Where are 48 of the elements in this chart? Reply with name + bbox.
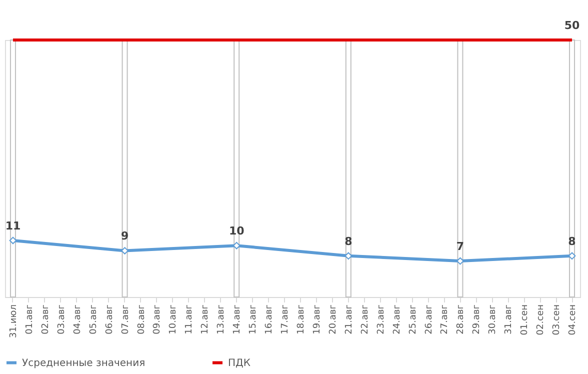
data-label: 50 (564, 19, 580, 32)
data-label: 11 (5, 219, 21, 232)
x-tick-label: 26.авг (424, 304, 434, 334)
x-tick-label: 18.авг (296, 304, 306, 334)
x-tick-label: 20.авг (328, 304, 338, 334)
data-label: 7 (456, 240, 464, 254)
x-tick-label: 21.авг (344, 304, 354, 334)
x-tick-label: 15.авг (248, 304, 259, 334)
x-tick-label: 25.авг (408, 304, 418, 334)
x-tick-label: 13.авг (216, 304, 227, 334)
x-tick-label: 14.авг (232, 304, 243, 334)
x-tick-label: 28.авг (456, 304, 466, 334)
x-tick-label: 01.авг (24, 304, 35, 334)
x-tick-label: 02.сен (536, 304, 546, 336)
x-tick-label: 31.авг (504, 304, 514, 334)
data-label: 8 (344, 234, 352, 248)
x-tick-label: 29.авг (472, 304, 482, 334)
x-tick-label: 06.авг (104, 304, 115, 334)
data-label: 10 (228, 224, 245, 238)
x-tick-label: 24.авг (392, 304, 402, 334)
x-tick-label: 10.авг (168, 304, 179, 334)
data-label: 8 (568, 234, 576, 248)
x-tick-label: 03.авг (56, 304, 67, 334)
x-tick-label: 09.авг (152, 304, 163, 334)
legend-label: ПДК (228, 358, 250, 369)
x-tick-label: 16.авг (264, 304, 275, 334)
x-tick-label: 11.авг (184, 304, 195, 334)
x-tick-label: 27.авг (440, 304, 450, 334)
x-tick-label: 07.авг (120, 304, 131, 334)
x-tick-label: 08.авг (136, 304, 147, 334)
legend-label: Усредненные значения (22, 358, 146, 369)
x-tick-label: 02.авг (40, 304, 51, 334)
point (9, 236, 17, 244)
data-label: 9 (120, 230, 129, 243)
x-tick-label: 04.авг (72, 304, 83, 334)
x-tick-label: 30.авг (488, 304, 498, 334)
x-tick-label: 01.сен (520, 304, 530, 336)
x-tick-label: 03.сен (552, 304, 562, 336)
x-tick-label: 23.авг (376, 304, 386, 334)
point (456, 257, 464, 265)
point (121, 247, 128, 254)
x-tick-label: 04.сен (568, 304, 578, 336)
x-tick-label: 31.июл (8, 304, 19, 338)
x-tick-label: 12.авг (200, 304, 211, 334)
x-tick-label: 05.авг (88, 304, 99, 334)
x-tick-label: 22.авг (360, 304, 370, 334)
x-tick-label: 19.авг (312, 304, 322, 334)
x-tick-label: 17.авг (280, 304, 291, 334)
